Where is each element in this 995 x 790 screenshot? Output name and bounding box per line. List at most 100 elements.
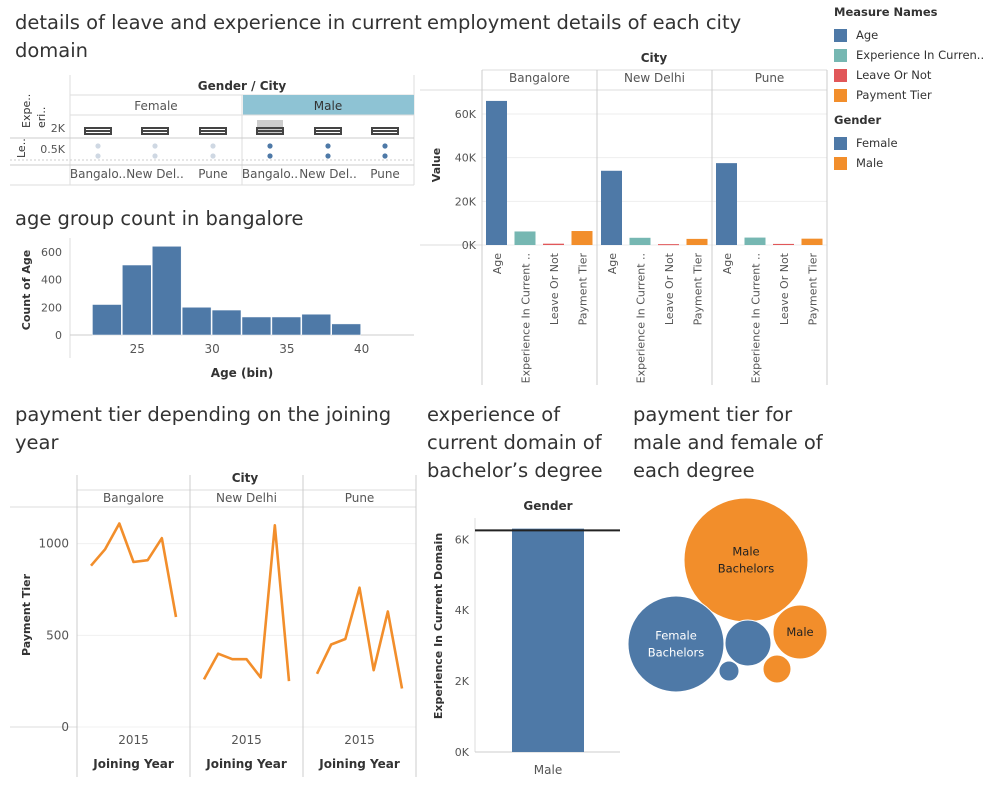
outlier-point — [210, 153, 216, 159]
x-tick-label: 35 — [279, 342, 294, 356]
bubble-label: Male — [786, 625, 813, 639]
histogram-bar[interactable] — [211, 309, 242, 336]
bubble[interactable] — [718, 660, 740, 682]
outlier-point — [152, 153, 158, 159]
bar[interactable] — [801, 238, 823, 245]
age-sheet-title: age group count in bangalore — [15, 207, 304, 230]
employment-bar-chart[interactable]: City Value 0K 20K 40K 60K Bangalore Age Experi… — [420, 45, 830, 390]
group-female[interactable]: Female — [134, 99, 177, 113]
tick-05k: 0.5K — [40, 143, 65, 156]
category-label: Experience In Current .. — [520, 253, 533, 383]
histogram-bar[interactable] — [331, 323, 361, 336]
bubble-label: Male — [732, 545, 759, 559]
bubble-chart[interactable]: Male Bachelors Female Bachelors Male — [620, 485, 835, 700]
bar[interactable] — [686, 238, 708, 245]
age-xlabel: Age (bin) — [211, 366, 273, 380]
y-tick-label: 200 — [41, 301, 62, 314]
legend-label: Payment Tier — [856, 88, 932, 102]
legend-label: Female — [856, 136, 898, 150]
bar[interactable] — [514, 231, 536, 245]
legend-item-female[interactable]: Female — [834, 133, 984, 153]
legend-label: Leave Or Not — [856, 68, 932, 82]
swatch-age — [834, 28, 847, 42]
bar[interactable] — [543, 243, 564, 245]
legend-item-male[interactable]: Male — [834, 153, 984, 173]
histogram-bar[interactable] — [152, 246, 182, 336]
histogram-bar[interactable] — [271, 316, 302, 336]
group-male[interactable]: Male — [314, 99, 342, 113]
bar[interactable] — [773, 243, 794, 245]
experience-title-line2: current domain of — [427, 431, 602, 454]
bubble-title-line3: each degree — [633, 459, 755, 482]
bubble[interactable] — [772, 604, 828, 660]
payment-xlabel: Joining Year — [92, 757, 174, 771]
payment-xlabel: Joining Year — [318, 757, 400, 771]
bar[interactable] — [571, 231, 593, 245]
category-label: Experience In Current .. — [750, 253, 763, 383]
payment-line[interactable] — [90, 522, 178, 618]
city-label-6: Pune — [370, 167, 400, 181]
y-tick-label: 2K — [455, 675, 470, 688]
legend-panel: Measure Names Age Experience In Curren..… — [834, 5, 984, 173]
swatch-leave — [834, 68, 847, 82]
category-label: Leave Or Not — [548, 252, 561, 325]
bubble[interactable] — [724, 619, 772, 667]
bubble-label: Female — [655, 629, 697, 643]
category-label: Experience In Current .. — [635, 253, 648, 383]
legend-item-payment[interactable]: Payment Tier — [834, 85, 984, 105]
bubble[interactable] — [683, 497, 809, 623]
row-label-experience-2: eri.. — [35, 107, 48, 128]
y-tick-label: 20K — [455, 195, 477, 208]
histogram-bar[interactable] — [241, 316, 272, 336]
city-label-4: Bangalo.. — [242, 167, 298, 181]
leave-title-line1: details of leave and experience in curre… — [15, 11, 422, 34]
city-label-1: Bangalo.. — [70, 167, 126, 181]
histogram-bar[interactable] — [301, 313, 331, 336]
bar[interactable] — [744, 237, 766, 245]
category-label: Leave Or Not — [663, 252, 676, 325]
swatch-payment — [834, 88, 847, 102]
x-tick-label: 40 — [354, 342, 369, 356]
bubble[interactable] — [762, 654, 792, 684]
legend-gender-title: Gender — [834, 113, 882, 127]
histogram-bar[interactable] — [92, 304, 122, 336]
city-label-5: New Del.. — [299, 167, 357, 181]
y-tick-label: 0 — [61, 720, 69, 734]
bar[interactable] — [658, 244, 679, 246]
bubble-title-line2: male and female of — [633, 431, 823, 454]
y-tick-label: 500 — [46, 628, 69, 642]
bar[interactable] — [629, 237, 651, 245]
payment-title-line2: year — [15, 431, 59, 454]
legend-item-leave[interactable]: Leave Or Not — [834, 65, 984, 85]
leave-boxplot-chart[interactable]: Gender / City Female Male Expe.. eri.. L… — [0, 70, 420, 195]
age-histogram-chart[interactable]: Count of Age Age (bin) 0 200 400 600 25 30 35 4… — [0, 238, 415, 388]
x-tick-label: 2015 — [118, 733, 149, 747]
outlier-point — [95, 153, 101, 159]
outlier-point — [382, 153, 388, 159]
y-tick-label: 4K — [455, 604, 470, 617]
box-marks — [84, 120, 399, 159]
payment-line-chart[interactable]: City Payment Tier 0 500 1000 Bangalore 2015 J… — [0, 465, 420, 780]
histogram-bar[interactable] — [181, 307, 212, 336]
bar[interactable] — [716, 163, 737, 245]
bubble[interactable] — [627, 595, 725, 693]
outlier-point — [267, 153, 273, 159]
experience-bar[interactable] — [512, 528, 584, 752]
legend-item-age[interactable]: Age — [834, 25, 984, 45]
outlier-point — [152, 143, 158, 149]
payment-line[interactable] — [202, 524, 291, 682]
bubble-label: Bachelors — [648, 646, 705, 660]
bar[interactable] — [601, 170, 622, 245]
facet-label: Bangalore — [103, 491, 164, 505]
experience-bar-chart[interactable]: Gender Experience In Current Domain 0K 2K… — [420, 490, 630, 785]
outlier-point — [95, 143, 101, 149]
facet-label: Bangalore — [509, 71, 570, 85]
legend-label: Age — [856, 28, 879, 42]
outlier-point — [325, 153, 331, 159]
histogram-bar[interactable] — [122, 264, 152, 336]
employment-header: City — [641, 51, 668, 65]
outlier-point — [382, 143, 388, 149]
legend-item-experience[interactable]: Experience In Curren.. — [834, 45, 984, 65]
bar[interactable] — [486, 100, 507, 245]
payment-line[interactable] — [315, 586, 404, 689]
